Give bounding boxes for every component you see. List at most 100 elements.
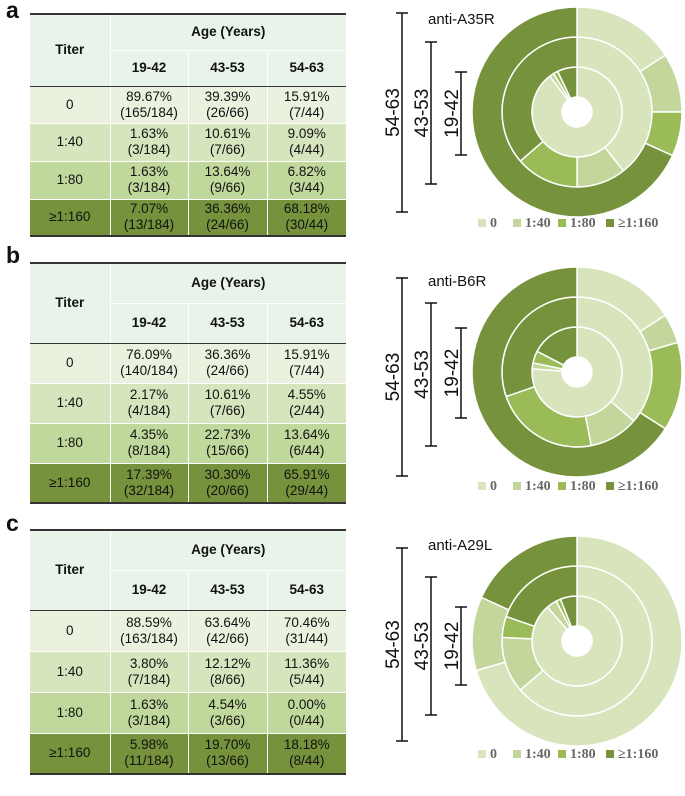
count-value: (15/66) (206, 443, 249, 458)
percent-cell: 4.35% (8/184) (109, 422, 188, 463)
count-value: (20/66) (206, 482, 249, 498)
table-row: 1:80 1.63% (3/184) 4.54% (3/66) 0.00% (0/44) (30, 691, 347, 733)
titer-table-a: Titer Age (Years) 19-42 43-53 54-63 0 89.67% (1… (30, 13, 347, 237)
percent-cell: 9.09% (4/44) (266, 122, 347, 161)
titer-label: ≥1:160 (30, 462, 110, 504)
legend-label: 0 (490, 216, 497, 231)
percent-cell: 1.63% (3/184) (109, 160, 188, 199)
percent-cell: 12.12% (8/66) (187, 650, 267, 692)
legend-swatch (558, 750, 566, 758)
percent-value: 2.17% (129, 387, 169, 402)
count-value: (29/44) (285, 482, 329, 498)
chart-title: anti-A35R (428, 11, 495, 28)
percent-cell: 1.63% (3/184) (109, 691, 188, 733)
percent-cell: 63.64% (42/66) (187, 610, 267, 651)
count-value: (3/184) (127, 180, 171, 195)
titer-label: 1:40 (30, 122, 110, 161)
percent-cell: 76.09% (140/184) (109, 343, 188, 383)
percent-value: 4.55% (287, 387, 326, 402)
age-group-header: 54-63 (266, 569, 347, 611)
percent-cell: 4.55% (2/44) (266, 382, 347, 423)
titer-label: 0 (30, 86, 110, 123)
titer-header: Titer (30, 262, 110, 344)
percent-value: 18.18% (283, 737, 330, 753)
titer-label: 1:40 (30, 382, 110, 423)
table-row: 1:40 2.17% (4/184) 10.61% (7/66) 4.55% (2/44) (30, 382, 347, 423)
donut-slice-54-63-3 (471, 6, 674, 218)
percent-cell: 11.36% (5/44) (266, 650, 347, 692)
count-value: (42/66) (206, 630, 249, 646)
percent-cell: 0.00% (0/44) (266, 691, 347, 733)
percent-cell: 22.73% (15/66) (187, 422, 267, 463)
table-row: 0 76.09% (140/184) 36.36% (24/66) 15.91% (7/44… (30, 343, 347, 383)
legend-swatch (478, 482, 486, 490)
count-value: (3/44) (289, 180, 325, 195)
count-value: (7/184) (127, 671, 171, 687)
age-group-header: 19-42 (109, 569, 188, 611)
percent-value: 30.30% (204, 466, 251, 482)
titer-label: 1:40 (30, 650, 110, 692)
age-group-header: 43-53 (187, 569, 267, 611)
legend-swatch (478, 750, 486, 758)
panel-letter-b: b (6, 242, 21, 268)
percent-value: 13.64% (283, 427, 330, 442)
age-group-header: 54-63 (266, 49, 347, 87)
percent-value: 1.63% (129, 164, 169, 179)
percent-cell: 65.91% (29/44) (266, 462, 347, 504)
table-row: 1:80 4.35% (8/184) 22.73% (15/66) 13.64% (6/44… (30, 422, 347, 463)
legend-label: ≥1:160 (618, 747, 658, 762)
donut-slice-54-63-3 (480, 535, 578, 611)
percent-cell: 4.54% (3/66) (187, 691, 267, 733)
table-row: 1:40 1.63% (3/184) 10.61% (7/66) 9.09% (4/44) (30, 122, 347, 161)
percent-value: 70.46% (283, 614, 330, 630)
count-value: (3/184) (127, 712, 171, 728)
percent-value: 1.63% (129, 126, 169, 141)
percent-value: 17.39% (126, 466, 172, 482)
legend-label: 1:40 (525, 216, 551, 231)
percent-cell: 2.17% (4/184) (109, 382, 188, 423)
table-row: 1:40 3.80% (7/184) 12.12% (8/66) 11.36% (5/44) (30, 650, 347, 692)
legend-swatch (606, 482, 614, 490)
percent-cell: 39.39% (26/66) (187, 86, 267, 123)
count-value: (8/44) (289, 753, 325, 769)
count-value: (9/66) (209, 180, 246, 195)
percent-value: 15.91% (283, 347, 330, 362)
donut-chart-b: anti-B6R 54-63 43-53 19-42 0 1:40 1:80 ≥1:160 (383, 266, 683, 494)
percent-cell: 36.36% (24/66) (187, 343, 267, 383)
percent-cell: 10.61% (7/66) (187, 122, 267, 161)
count-value: (7/66) (209, 142, 246, 157)
chart-title: anti-B6R (428, 273, 487, 290)
percent-value: 11.36% (284, 655, 330, 671)
legend-swatch (513, 750, 521, 758)
percent-cell: 70.46% (31/44) (266, 610, 347, 651)
count-value: (163/184) (120, 630, 178, 646)
count-value: (140/184) (120, 363, 178, 378)
count-value: (31/44) (285, 630, 329, 646)
percent-value: 9.09% (287, 126, 326, 141)
percent-cell: 36.36% (24/66) (187, 198, 267, 237)
count-value: (7/66) (209, 403, 246, 418)
count-value: (4/44) (289, 142, 325, 157)
count-value: (24/66) (206, 217, 249, 233)
table-row: ≥1:160 17.39% (32/184) 30.30% (20/66) 65.91%(… (30, 462, 347, 504)
percent-cell: 19.70% (13/66) (187, 732, 267, 775)
percent-value: 7.07% (129, 201, 169, 217)
percent-cell: 15.91% (7/44) (266, 86, 347, 123)
legend-swatch (513, 219, 521, 227)
ring-label-54-63: 54-63 (383, 353, 404, 402)
percent-value: 63.64% (204, 614, 251, 630)
percent-cell: 15.91% (7/44) (266, 343, 347, 383)
percent-cell: 88.59% (163/184) (109, 610, 188, 651)
percent-cell: 1.63% (3/184) (109, 122, 188, 161)
titer-label: 1:80 (30, 422, 110, 463)
count-value: (8/66) (209, 671, 246, 687)
legend-label: 0 (490, 479, 497, 494)
percent-value: 68.18% (283, 201, 330, 217)
percent-value: 4.35% (129, 427, 169, 442)
count-value: (3/66) (209, 712, 246, 728)
titer-label: 0 (30, 343, 110, 383)
percent-value: 19.70% (204, 737, 251, 753)
percent-cell: 13.64% (6/44) (266, 422, 347, 463)
donut-slice-54-63-3 (471, 266, 667, 478)
count-value: (26/66) (206, 104, 249, 120)
